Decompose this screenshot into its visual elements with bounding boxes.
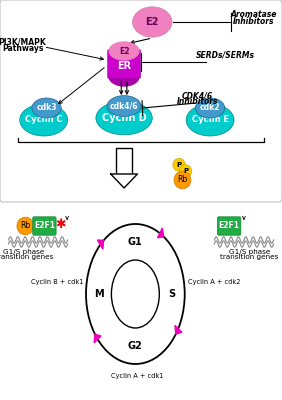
Text: Pathways: Pathways bbox=[2, 44, 43, 53]
Text: Inhibitors: Inhibitors bbox=[233, 18, 275, 26]
FancyBboxPatch shape bbox=[217, 217, 241, 235]
Text: Cyclin D: Cyclin D bbox=[102, 113, 146, 123]
Ellipse shape bbox=[109, 67, 140, 87]
Ellipse shape bbox=[179, 165, 192, 178]
Text: Cyclin E: Cyclin E bbox=[191, 116, 229, 124]
Text: P: P bbox=[183, 168, 188, 174]
Text: ER: ER bbox=[117, 61, 131, 71]
Text: E2: E2 bbox=[146, 17, 159, 27]
Ellipse shape bbox=[186, 104, 234, 136]
Text: G1/S phase: G1/S phase bbox=[3, 249, 45, 255]
Text: G1/S phase: G1/S phase bbox=[229, 249, 270, 255]
Text: Cyclin B + cdk1: Cyclin B + cdk1 bbox=[31, 279, 83, 285]
Ellipse shape bbox=[133, 7, 172, 37]
Text: S: S bbox=[168, 289, 176, 299]
Text: CDK4/6: CDK4/6 bbox=[182, 92, 213, 100]
Text: Inhibitors: Inhibitors bbox=[177, 98, 218, 106]
Text: cdk4/6: cdk4/6 bbox=[110, 102, 138, 110]
Ellipse shape bbox=[173, 158, 185, 171]
Text: transition genes: transition genes bbox=[0, 254, 53, 260]
Text: Aromatase: Aromatase bbox=[231, 10, 277, 19]
FancyBboxPatch shape bbox=[0, 0, 282, 202]
FancyBboxPatch shape bbox=[33, 217, 56, 235]
Ellipse shape bbox=[96, 101, 152, 135]
Text: SERDs/SERMs: SERDs/SERMs bbox=[196, 51, 255, 60]
Text: cdk2: cdk2 bbox=[200, 104, 220, 112]
Text: PI3K/MAPK: PI3K/MAPK bbox=[0, 38, 47, 46]
Ellipse shape bbox=[17, 217, 34, 235]
Ellipse shape bbox=[195, 98, 225, 118]
Polygon shape bbox=[98, 240, 104, 249]
Ellipse shape bbox=[107, 96, 141, 116]
Polygon shape bbox=[94, 334, 101, 343]
Text: M: M bbox=[94, 289, 103, 299]
Text: G2: G2 bbox=[128, 341, 143, 351]
Polygon shape bbox=[111, 174, 138, 188]
FancyBboxPatch shape bbox=[116, 148, 132, 174]
Text: cdk3: cdk3 bbox=[36, 104, 57, 112]
Text: E2F1: E2F1 bbox=[219, 222, 240, 230]
Text: E2: E2 bbox=[119, 46, 129, 56]
Ellipse shape bbox=[174, 171, 191, 189]
Text: Cyclin C: Cyclin C bbox=[25, 116, 63, 124]
Text: P: P bbox=[177, 162, 182, 168]
Text: Cyclin A + cdk2: Cyclin A + cdk2 bbox=[188, 279, 240, 285]
Text: ✱: ✱ bbox=[55, 218, 66, 230]
Text: Rb: Rb bbox=[20, 222, 30, 230]
Text: E2F1: E2F1 bbox=[34, 222, 55, 230]
Ellipse shape bbox=[109, 41, 140, 61]
Text: transition genes: transition genes bbox=[220, 254, 279, 260]
Text: Cyclin A + cdk1: Cyclin A + cdk1 bbox=[111, 373, 163, 379]
Ellipse shape bbox=[32, 98, 61, 118]
FancyBboxPatch shape bbox=[108, 50, 140, 78]
Polygon shape bbox=[158, 228, 164, 238]
Polygon shape bbox=[175, 326, 182, 334]
Ellipse shape bbox=[20, 104, 68, 136]
Text: G1: G1 bbox=[128, 237, 143, 247]
Text: Rb: Rb bbox=[177, 176, 188, 184]
